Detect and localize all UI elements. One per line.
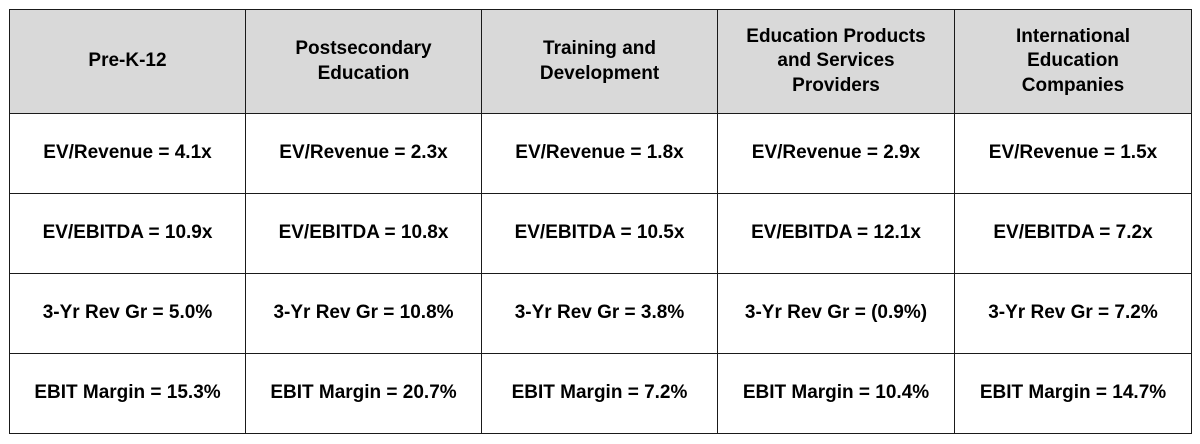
- table-cell: EBIT Margin = 10.4%: [717, 353, 955, 434]
- table-cell: EBIT Margin = 7.2%: [481, 353, 718, 434]
- header-row: Pre-K-12 Postsecondary Education Trainin…: [9, 9, 1192, 114]
- table-cell: EV/EBITDA = 10.8x: [245, 193, 482, 274]
- table-cell: 3-Yr Rev Gr = 7.2%: [954, 273, 1192, 354]
- table-cell: EV/EBITDA = 12.1x: [717, 193, 955, 274]
- table-row-ev-revenue: EV/Revenue = 4.1x EV/Revenue = 2.3x EV/R…: [9, 113, 1192, 194]
- valuation-metrics-table: Pre-K-12 Postsecondary Education Trainin…: [9, 9, 1192, 434]
- table-cell: EV/EBITDA = 7.2x: [954, 193, 1192, 274]
- table-cell: EBIT Margin = 20.7%: [245, 353, 482, 434]
- table-cell: EV/Revenue = 2.3x: [245, 113, 482, 194]
- header-label: Education Products and Services Provider…: [746, 26, 926, 96]
- header-international-education: International Education Companies: [954, 9, 1192, 114]
- table-cell: 3-Yr Rev Gr = 10.8%: [245, 273, 482, 354]
- header-training-and-development: Training and Development: [481, 9, 718, 114]
- table-cell: EV/EBITDA = 10.5x: [481, 193, 718, 274]
- header-education-products-services: Education Products and Services Provider…: [717, 9, 955, 114]
- table-cell: 3-Yr Rev Gr = 3.8%: [481, 273, 718, 354]
- table-cell: 3-Yr Rev Gr = 5.0%: [9, 273, 246, 354]
- header-label: Postsecondary Education: [295, 38, 432, 84]
- table-cell: EV/EBITDA = 10.9x: [9, 193, 246, 274]
- header-label: Training and Development: [539, 38, 660, 84]
- header-label: Pre-K-12: [88, 50, 167, 72]
- table-cell: 3-Yr Rev Gr = (0.9%): [717, 273, 955, 354]
- table-cell: EV/Revenue = 2.9x: [717, 113, 955, 194]
- table-header: Pre-K-12 Postsecondary Education Trainin…: [9, 9, 1192, 114]
- table-cell: EBIT Margin = 15.3%: [9, 353, 246, 434]
- table-row-ebit-margin: EBIT Margin = 15.3% EBIT Margin = 20.7% …: [9, 353, 1192, 434]
- table-body: EV/Revenue = 4.1x EV/Revenue = 2.3x EV/R…: [9, 113, 1192, 434]
- header-postsecondary-education: Postsecondary Education: [245, 9, 482, 114]
- table-cell: EV/Revenue = 4.1x: [9, 113, 246, 194]
- header-pre-k-12: Pre-K-12: [9, 9, 246, 114]
- table-cell: EV/Revenue = 1.5x: [954, 113, 1192, 194]
- header-label: International Education Companies: [1015, 26, 1130, 96]
- table-cell: EV/Revenue = 1.8x: [481, 113, 718, 194]
- table-cell: EBIT Margin = 14.7%: [954, 353, 1192, 434]
- table-row-ev-ebitda: EV/EBITDA = 10.9x EV/EBITDA = 10.8x EV/E…: [9, 193, 1192, 274]
- table-row-rev-growth: 3-Yr Rev Gr = 5.0% 3-Yr Rev Gr = 10.8% 3…: [9, 273, 1192, 354]
